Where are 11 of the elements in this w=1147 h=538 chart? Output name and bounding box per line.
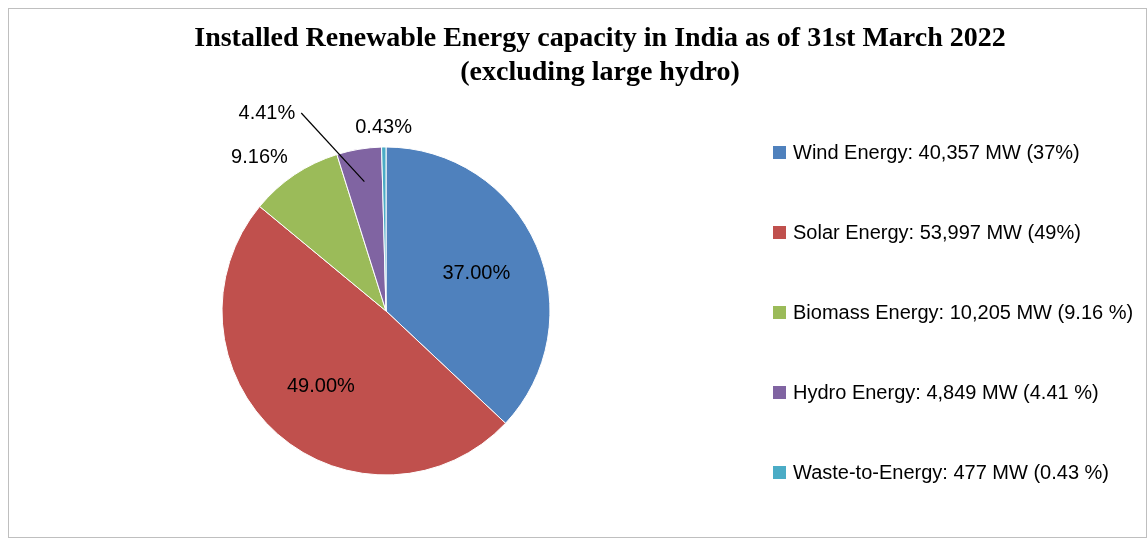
- data-label: 4.41%: [238, 101, 296, 124]
- legend-label: Wind Energy: 40,357 MW (37%): [793, 141, 1080, 163]
- data-label: 49.00%: [287, 373, 356, 396]
- chart-title: Installed Renewable Energy capacity in India as of 31st March 2022 (excluding large hydro): [194, 21, 1006, 86]
- legend-label: Waste-to-Energy: 477 MW (0.43 %): [793, 461, 1110, 483]
- legend-label: Biomass Energy: 10,205 MW (9.16 %): [793, 301, 1134, 323]
- data-label: 37.00%: [442, 260, 511, 283]
- legend-label: Solar Energy: 53,997 MW (49%): [793, 221, 1081, 243]
- data-label: 0.43%: [355, 115, 413, 138]
- legend-label: Hydro Energy: 4,849 MW (4.41 %): [793, 381, 1099, 403]
- data-label: 9.16%: [231, 144, 289, 167]
